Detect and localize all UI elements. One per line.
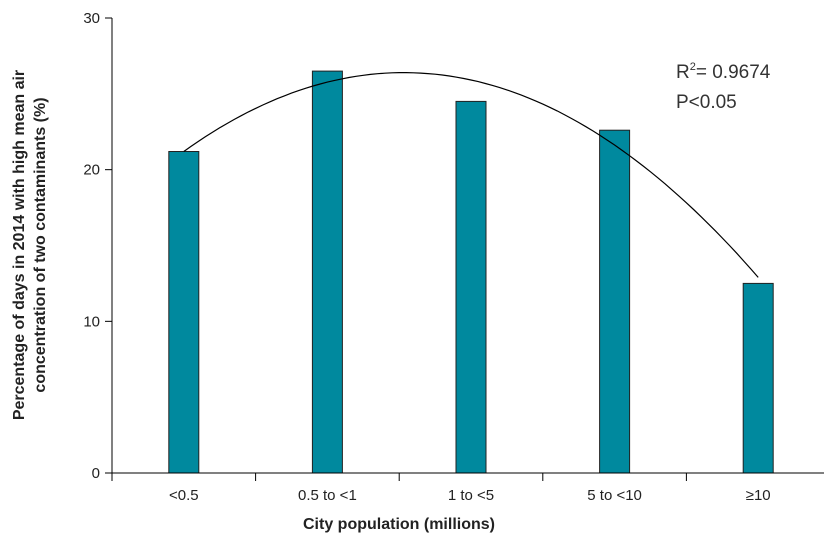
bar-0: [168, 151, 200, 474]
x-tick-label: 1 to <5: [448, 487, 494, 504]
bar-2: [455, 100, 487, 474]
p-value-annotation: P<0.05: [676, 92, 737, 113]
y-axis-title-line-2: concentration of two contaminants (%): [32, 97, 49, 392]
x-tick-label: 5 to <10: [587, 487, 642, 504]
y-tick-label: 30: [83, 10, 100, 27]
r-squared-annotation: R2= 0.9674: [676, 61, 771, 83]
y-tick-label: 10: [83, 313, 100, 330]
y-axis-title: Percentage of days in 2014 with high mea…: [11, 70, 49, 420]
bars-group: [168, 70, 774, 474]
y-tick-label: 20: [83, 162, 100, 179]
x-tick-label: ≥10: [746, 487, 771, 504]
y-axis-title-line-1: Percentage of days in 2014 with high mea…: [11, 70, 28, 420]
x-tick-label: 0.5 to <1: [298, 487, 357, 504]
y-tick-label: 0: [92, 465, 100, 482]
trend-line: [183, 72, 759, 278]
y-tick-labels: 0 10 20 30: [83, 10, 100, 482]
r-squared-superscript: 2: [690, 61, 696, 73]
x-tick-label: <0.5: [169, 487, 199, 504]
bar-4: [742, 282, 774, 474]
bar-3: [599, 129, 631, 474]
x-tick-labels: <0.5 0.5 to <1 1 to <5 5 to <10 ≥10: [169, 487, 771, 504]
bar-1: [311, 70, 343, 474]
axes-group: [105, 17, 824, 481]
r-squared-value: = 0.9674: [696, 62, 771, 83]
r-squared-label: R: [676, 62, 690, 83]
x-axis-title: City population (millions): [303, 516, 495, 533]
